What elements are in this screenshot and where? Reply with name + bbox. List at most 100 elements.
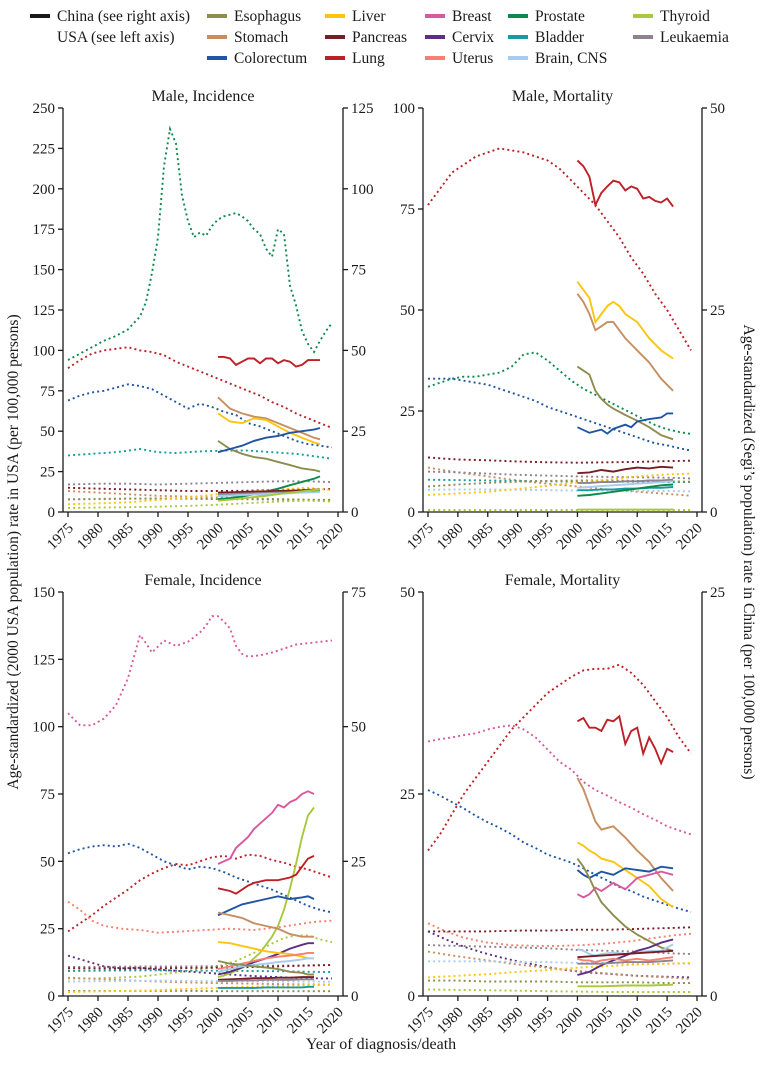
legend-label-brain: Brain, CNS [535, 50, 608, 67]
panel-title: Male, Mortality [512, 88, 613, 105]
tick-label-left: 175 [33, 222, 56, 238]
tick-label-x: 2005 [224, 521, 257, 554]
tick-label-x: 1985 [104, 1005, 137, 1038]
series-usa-liver [427, 961, 692, 979]
legend-swatch-prostate [508, 14, 528, 19]
series-usa-colorectum [67, 383, 333, 449]
tick-label-x: 2020 [673, 1005, 706, 1038]
series-china-leukaemia [577, 478, 674, 484]
series-usa-cervix [67, 954, 333, 980]
tick-label-x: 2020 [314, 521, 347, 554]
tick-label-x: 2015 [284, 521, 317, 554]
legend-item-liver: Liver [325, 6, 407, 27]
tick-label-x: 2000 [194, 521, 227, 554]
series-group [67, 125, 333, 509]
tick-label-x: 1990 [134, 1005, 167, 1038]
series-china-pancreas [577, 949, 674, 959]
tick-label-right: 50 [710, 101, 725, 117]
legend-swatch-leukaemia [633, 35, 653, 40]
tick-label-x: 1985 [464, 521, 497, 554]
y-axis-left: 0 25 50 75 100 125 150 175 200 225 250 [33, 101, 63, 521]
tick-label-left: 150 [33, 585, 56, 601]
series-usa-colorectum [67, 842, 333, 914]
series-china-liver [217, 941, 314, 960]
series-china-pancreas [217, 976, 314, 981]
tick-label-right: 75 [351, 263, 366, 279]
tick-label-right: 0 [710, 989, 718, 1005]
legend-label-cervix: Cervix [452, 29, 495, 46]
tick-label-x: 2005 [584, 1005, 617, 1038]
series-china-cervix [217, 942, 314, 976]
series-usa-colorectum [427, 789, 692, 913]
series-usa-uterus [67, 900, 333, 934]
tick-label-x: 2010 [254, 521, 287, 554]
y-axis-right: 0 25 50 [702, 101, 725, 521]
series-china-thyroid [217, 806, 315, 979]
y-axis-right: 0 25 50 75 100 125 [343, 101, 374, 521]
series-china-esophagus [217, 960, 314, 976]
tick-label-x: 1990 [494, 1005, 527, 1038]
legend-item-breast: Breast [425, 6, 494, 27]
tick-label-x: 2005 [584, 521, 617, 554]
legend-label-breast: Breast [452, 8, 492, 25]
series-china-thyroid [577, 983, 674, 988]
tick-label-right: 25 [710, 585, 725, 601]
y-axis-left: 0 25 50 75 100 125 150 [33, 585, 63, 1005]
tick-label-left: 25 [400, 404, 415, 420]
legend: China (see right axis) USA (see left axis… [0, 6, 762, 86]
tick-label-x: 2010 [254, 1005, 287, 1038]
tick-label-left: 25 [40, 922, 55, 938]
legend-swatch-esophagus [207, 14, 227, 19]
series-usa-brain [427, 488, 692, 493]
tick-label-left: 100 [393, 101, 416, 117]
tick-label-x: 1995 [164, 1005, 197, 1038]
legend-swatch-usa [30, 35, 50, 39]
tick-label-x: 2015 [643, 521, 676, 554]
tick-label-left: 225 [33, 141, 56, 157]
tick-label-x: 2000 [194, 1005, 227, 1038]
tick-label-left: 150 [33, 263, 56, 279]
legend-swatch-cervix [425, 35, 445, 40]
series-china-esophagus [576, 858, 674, 952]
tick-label-left: 100 [33, 720, 56, 736]
legend-column-linestyles: China (see right axis) USA (see left axis… [30, 6, 190, 48]
series-usa-leukaemia [67, 480, 333, 486]
legend-label-bladder: Bladder [535, 29, 585, 46]
tick-label-right: 100 [351, 182, 374, 198]
series-china-leukaemia [218, 978, 314, 982]
series-china-stomach [217, 911, 314, 938]
series-china-leukaemia [577, 959, 674, 965]
tick-label-left: 0 [48, 989, 56, 1005]
panel-female-mortality: Female, Mortality02550025197519801985199… [400, 572, 725, 1037]
series-china-thyroid [217, 488, 321, 502]
tick-label-x: 2010 [614, 1005, 647, 1038]
series-usa-breast [67, 615, 333, 727]
tick-label-x: 1990 [494, 521, 527, 554]
tick-label-x: 2000 [554, 521, 587, 554]
series-usa-pancreas [427, 456, 692, 464]
legend-item-bladder: Bladder [508, 27, 607, 48]
panel-title: Female, Mortality [505, 572, 621, 589]
series-china-brain [217, 957, 314, 973]
series-china-lung [218, 355, 320, 368]
series-usa-pancreas [428, 926, 692, 933]
series-china-esophagus [217, 440, 321, 473]
series-usa-lung [427, 663, 692, 852]
legend-label-liver: Liver [352, 8, 386, 25]
legend-item-leukaemia: Leukaemia [633, 27, 729, 48]
tick-label-left: 0 [48, 505, 56, 521]
legend-item-esophagus: Esophagus [207, 6, 307, 27]
series-china-bladder [218, 985, 314, 989]
legend-item-colorectum: Colorectum [207, 48, 307, 69]
panel-male-incidence: Male, Incidence 0 25 50 75 100 125 150 175 200 225… [33, 88, 374, 553]
tick-label-x: 1995 [164, 521, 197, 554]
legend-column-4: Prostate Bladder Brain, CNS [508, 6, 607, 69]
legend-label-lung: Lung [352, 50, 385, 67]
tick-label-left: 50 [400, 585, 415, 601]
tick-label-right: 0 [351, 989, 359, 1005]
series-china-brain [577, 480, 674, 489]
series-usa-colorectum [428, 377, 692, 452]
